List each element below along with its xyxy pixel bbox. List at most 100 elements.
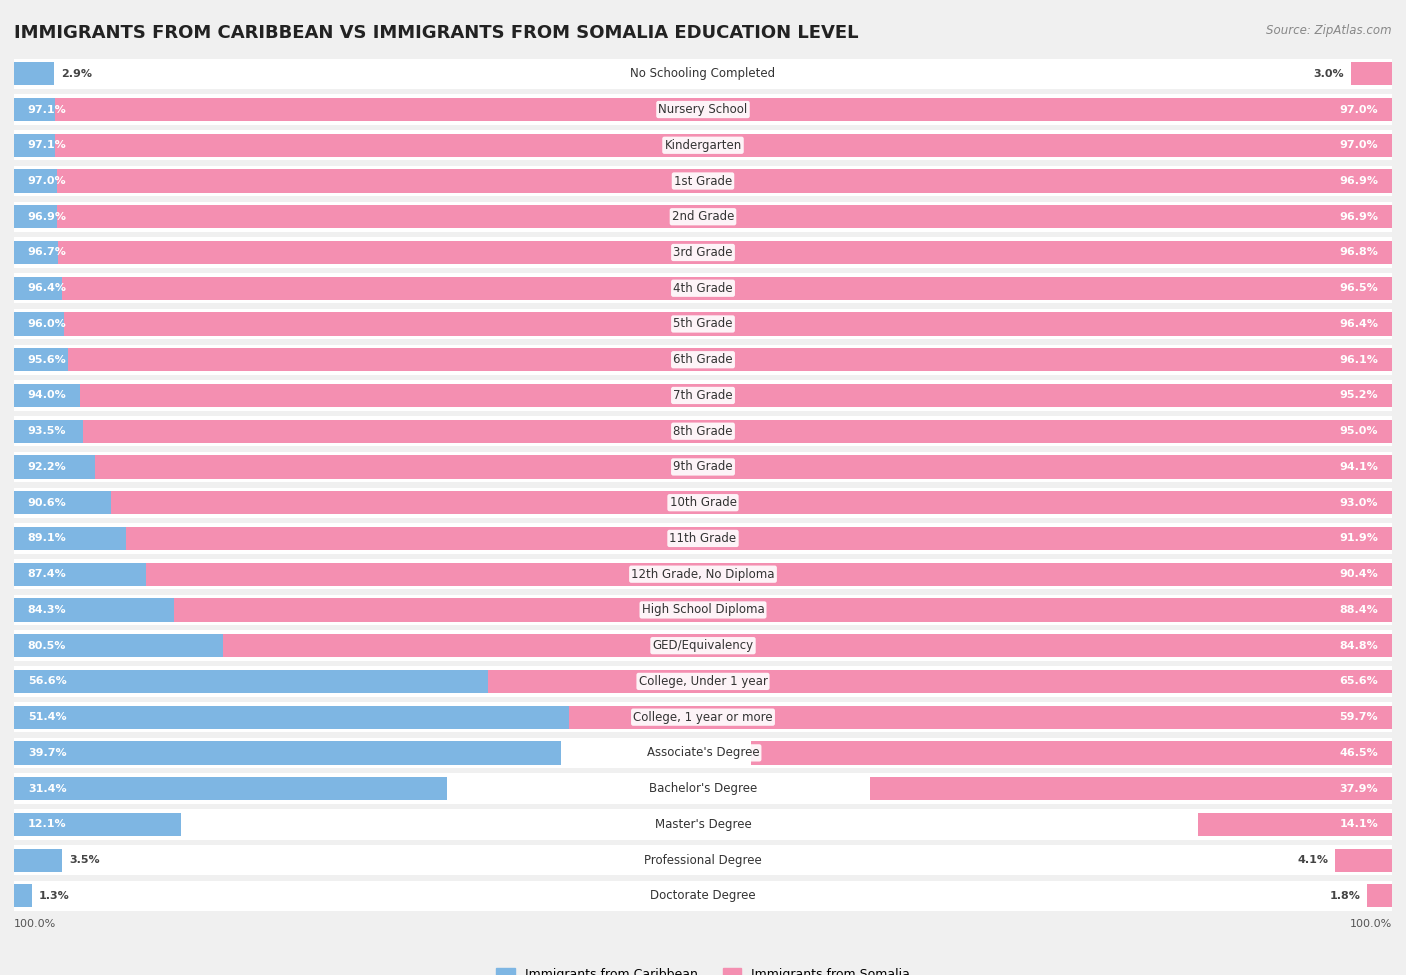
Bar	[14, 777, 447, 800]
Text: 97.1%: 97.1%	[28, 140, 66, 150]
Text: 65.6%: 65.6%	[1340, 677, 1378, 686]
Text: IMMIGRANTS FROM CARIBBEAN VS IMMIGRANTS FROM SOMALIA EDUCATION LEVEL: IMMIGRANTS FROM CARIBBEAN VS IMMIGRANTS …	[14, 24, 859, 42]
Bar	[14, 277, 1343, 300]
Bar	[58, 241, 1392, 264]
Text: 84.3%: 84.3%	[28, 604, 66, 615]
Bar	[14, 455, 1285, 479]
Bar	[14, 273, 1392, 303]
Text: 88.4%: 88.4%	[1340, 604, 1378, 615]
Text: 3rd Grade: 3rd Grade	[673, 246, 733, 259]
Bar	[146, 563, 1392, 586]
Bar	[55, 98, 1392, 121]
Text: 51.4%: 51.4%	[28, 712, 66, 722]
Bar	[14, 666, 1392, 696]
Text: 95.6%: 95.6%	[28, 355, 66, 365]
Bar	[14, 62, 53, 86]
Bar	[14, 416, 1392, 447]
Text: 10th Grade: 10th Grade	[669, 496, 737, 509]
Text: 12.1%: 12.1%	[28, 819, 66, 830]
Text: College, 1 year or more: College, 1 year or more	[633, 711, 773, 723]
Text: 87.4%: 87.4%	[28, 569, 66, 579]
Text: 14.1%: 14.1%	[1340, 819, 1378, 830]
Text: 11th Grade: 11th Grade	[669, 532, 737, 545]
Bar	[14, 237, 1392, 268]
Bar	[14, 848, 62, 872]
Bar	[14, 98, 1353, 121]
Text: 94.0%: 94.0%	[28, 390, 66, 401]
Text: 94.1%: 94.1%	[1340, 462, 1378, 472]
Legend: Immigrants from Caribbean, Immigrants from Somalia: Immigrants from Caribbean, Immigrants fr…	[491, 962, 915, 975]
Text: 3.0%: 3.0%	[1313, 69, 1344, 79]
Bar	[14, 488, 1392, 518]
Text: 8th Grade: 8th Grade	[673, 425, 733, 438]
Text: 2nd Grade: 2nd Grade	[672, 211, 734, 223]
Bar	[14, 670, 794, 693]
Bar	[83, 419, 1392, 443]
Bar	[1198, 813, 1392, 836]
Text: 95.0%: 95.0%	[1340, 426, 1378, 436]
Text: 1.8%: 1.8%	[1330, 891, 1360, 901]
Bar	[14, 773, 1392, 803]
Text: 96.4%: 96.4%	[28, 283, 67, 293]
Bar	[14, 631, 1392, 661]
Text: 97.0%: 97.0%	[28, 176, 66, 186]
Text: 95.2%: 95.2%	[1340, 390, 1378, 401]
Bar	[14, 491, 1263, 514]
Text: Associate's Degree: Associate's Degree	[647, 747, 759, 760]
Text: College, Under 1 year: College, Under 1 year	[638, 675, 768, 688]
Text: Kindergarten: Kindergarten	[665, 138, 741, 152]
Bar	[56, 205, 1392, 228]
Text: 90.4%: 90.4%	[1340, 569, 1378, 579]
Text: 1.3%: 1.3%	[39, 891, 70, 901]
Bar	[14, 134, 1353, 157]
Text: 89.1%: 89.1%	[28, 533, 66, 543]
Bar	[569, 706, 1392, 728]
Bar	[174, 599, 1392, 621]
Text: 1st Grade: 1st Grade	[673, 175, 733, 187]
Text: 96.7%: 96.7%	[28, 248, 66, 257]
Text: Nursery School: Nursery School	[658, 103, 748, 116]
Bar	[14, 202, 1392, 232]
Bar	[14, 241, 1347, 264]
Text: High School Diploma: High School Diploma	[641, 604, 765, 616]
Text: 12th Grade, No Diploma: 12th Grade, No Diploma	[631, 567, 775, 581]
Text: 96.4%: 96.4%	[1339, 319, 1378, 329]
Bar	[125, 526, 1392, 550]
Text: 97.0%: 97.0%	[1340, 104, 1378, 114]
Text: 6th Grade: 6th Grade	[673, 353, 733, 367]
Text: 90.6%: 90.6%	[28, 497, 66, 508]
Text: 93.5%: 93.5%	[28, 426, 66, 436]
Bar	[14, 526, 1241, 550]
Bar	[14, 380, 1392, 410]
Bar	[63, 312, 1392, 335]
Text: 56.6%: 56.6%	[28, 677, 66, 686]
Bar	[14, 309, 1392, 339]
Text: Doctorate Degree: Doctorate Degree	[650, 889, 756, 903]
Bar	[111, 491, 1392, 514]
Bar	[14, 348, 1331, 371]
Text: 4th Grade: 4th Grade	[673, 282, 733, 294]
Bar	[14, 170, 1351, 193]
Bar	[14, 809, 1392, 839]
Bar	[14, 702, 1392, 732]
Text: 9th Grade: 9th Grade	[673, 460, 733, 474]
Bar	[14, 205, 1350, 228]
Bar	[14, 524, 1392, 554]
Text: 96.8%: 96.8%	[1340, 248, 1378, 257]
Bar	[14, 559, 1392, 589]
Text: 100.0%: 100.0%	[14, 918, 56, 929]
Bar	[1351, 62, 1392, 86]
Text: 92.2%: 92.2%	[28, 462, 66, 472]
Bar	[14, 95, 1392, 125]
Text: 100.0%: 100.0%	[1350, 918, 1392, 929]
Text: 96.9%: 96.9%	[1339, 176, 1378, 186]
Text: Bachelor's Degree: Bachelor's Degree	[650, 782, 756, 796]
Bar	[96, 455, 1392, 479]
Bar	[14, 813, 181, 836]
Text: 97.1%: 97.1%	[28, 104, 66, 114]
Text: 31.4%: 31.4%	[28, 784, 66, 794]
Bar	[1336, 848, 1392, 872]
Bar	[224, 634, 1392, 657]
Text: 37.9%: 37.9%	[1340, 784, 1378, 794]
Text: 97.0%: 97.0%	[1340, 140, 1378, 150]
